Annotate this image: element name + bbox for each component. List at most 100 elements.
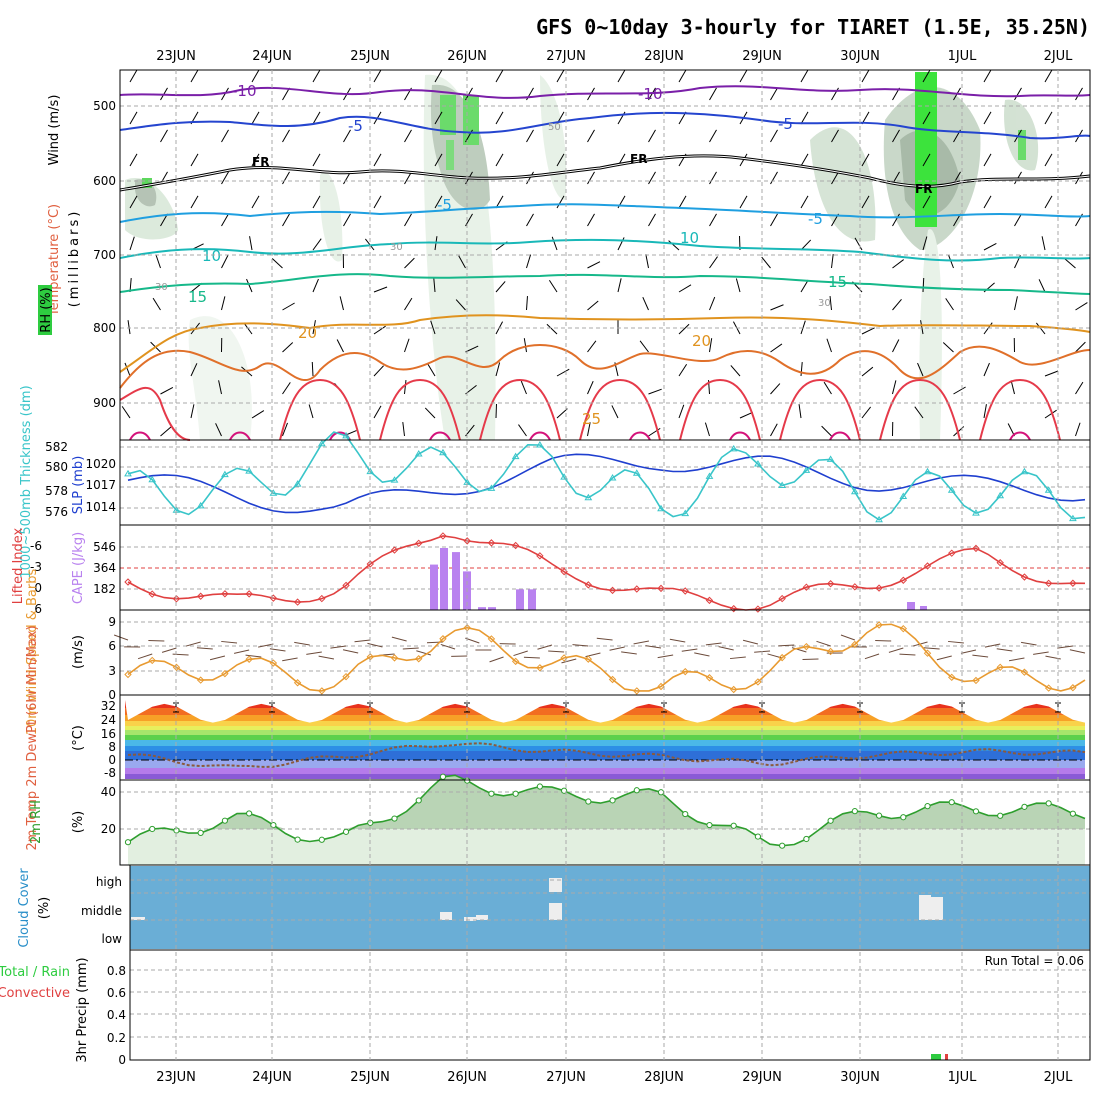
surface-wind-barb bbox=[354, 639, 371, 643]
thickness-point bbox=[705, 472, 714, 479]
wind-barb bbox=[221, 171, 229, 185]
wind-speed-point bbox=[875, 621, 883, 629]
wind-barb bbox=[221, 296, 226, 311]
y-tick: 576 bbox=[45, 505, 68, 519]
cloud-patches bbox=[131, 878, 943, 921]
surface-wind-barb bbox=[548, 650, 565, 653]
wind-barb bbox=[1044, 195, 1053, 209]
surface-wind-barb bbox=[1008, 657, 1025, 662]
wind-barb bbox=[922, 195, 931, 209]
wind-barb bbox=[829, 296, 832, 311]
thickness-point bbox=[342, 431, 350, 439]
rh2m-point bbox=[948, 799, 955, 806]
rh2m-point bbox=[536, 783, 543, 790]
lifted-index-point bbox=[124, 578, 132, 586]
wind-barb bbox=[402, 422, 405, 437]
date-label: 1JUL bbox=[948, 49, 978, 64]
rh2m-series bbox=[124, 773, 1086, 849]
wind-barb bbox=[945, 298, 954, 311]
surface-wind-barb bbox=[875, 639, 892, 642]
date-label: 24JUN bbox=[252, 1070, 292, 1085]
surface-wind-barb bbox=[269, 648, 286, 652]
y-tick: 800 bbox=[93, 321, 116, 335]
surface-wind-barb bbox=[633, 640, 649, 645]
surface-wind-barb bbox=[221, 640, 238, 644]
wind-barb bbox=[800, 279, 809, 293]
contour-label: FR bbox=[252, 155, 269, 169]
surface-wind-barb bbox=[209, 655, 226, 661]
rh2m-point bbox=[827, 817, 834, 824]
date-label: 26JUN bbox=[447, 49, 487, 64]
rh2m-point bbox=[1045, 800, 1052, 807]
cape-bar bbox=[478, 607, 486, 610]
cape-bar bbox=[920, 606, 927, 610]
lifted-index-point bbox=[221, 590, 229, 598]
wind-barb bbox=[1044, 409, 1057, 419]
cloud-level-label: middle bbox=[81, 904, 122, 918]
wind-barb bbox=[430, 320, 436, 335]
temp2m-axis-label: 2m Temp 2m DewPt (6hr Min/Max) bbox=[25, 625, 40, 850]
surface-wind-barb bbox=[960, 649, 977, 654]
wind-barb bbox=[404, 129, 412, 143]
thickness-point bbox=[196, 501, 205, 509]
surface-wind-barb bbox=[899, 653, 916, 656]
wind-barb bbox=[495, 111, 504, 125]
wind-barb bbox=[282, 171, 290, 185]
wind-barb bbox=[922, 236, 928, 251]
wind-barb bbox=[983, 153, 992, 167]
thickness-point bbox=[439, 448, 447, 456]
wind-barb bbox=[917, 362, 924, 377]
cloud-background bbox=[130, 866, 1090, 949]
y-tick: 546 bbox=[93, 540, 116, 554]
rh2m-point bbox=[1069, 810, 1076, 817]
wind-barb bbox=[617, 237, 625, 251]
wind-speed-series bbox=[124, 621, 1086, 695]
rh2m-point bbox=[197, 829, 204, 836]
thickness-point bbox=[754, 460, 762, 467]
wind-speed-point bbox=[439, 635, 447, 643]
wind-barb bbox=[831, 254, 834, 269]
surface-wind-barb bbox=[318, 655, 335, 660]
wind-barb bbox=[251, 153, 260, 167]
wind-barb bbox=[155, 254, 161, 269]
slp-axis-label: SLP (mb) bbox=[71, 456, 86, 515]
wind-barb bbox=[221, 255, 229, 269]
wind-barb bbox=[922, 111, 931, 125]
wind-barb bbox=[1044, 111, 1053, 125]
dewpoint-series bbox=[127, 742, 1086, 768]
wind-barb bbox=[914, 406, 924, 419]
wind-barb bbox=[587, 300, 599, 311]
surface-wind-barb bbox=[705, 642, 722, 646]
surface-wind-barb bbox=[113, 634, 129, 641]
y-tick: 8 bbox=[108, 740, 116, 754]
contour-label: 25 bbox=[582, 410, 601, 428]
cape-bar bbox=[440, 548, 448, 610]
wind10-axis-label: 10m Wind Speed & Barbs bbox=[25, 569, 40, 736]
wind-barb bbox=[251, 111, 260, 125]
wind-barb bbox=[495, 153, 504, 167]
wind-speed-point bbox=[899, 624, 907, 633]
wind-barb bbox=[526, 254, 532, 269]
surface-wind-barb bbox=[137, 653, 153, 660]
rh2m-point bbox=[124, 839, 132, 846]
wind-barb bbox=[800, 111, 809, 125]
wind-barb bbox=[373, 325, 386, 335]
wind-barb bbox=[190, 195, 199, 209]
y-tick: 6 bbox=[34, 602, 42, 616]
rh2m-point bbox=[682, 810, 689, 818]
wind-speed-point bbox=[148, 656, 156, 665]
date-label: 24JUN bbox=[252, 49, 292, 64]
wind-barb bbox=[983, 69, 992, 83]
y-tick: 1014 bbox=[85, 500, 116, 514]
thickness-point bbox=[1020, 467, 1029, 475]
lifted-index-axis-label: Lifted Index bbox=[11, 527, 26, 604]
rh2m-point bbox=[391, 815, 398, 822]
wind-speed-point bbox=[608, 675, 617, 684]
temp2m-unit: (°C) bbox=[71, 725, 86, 751]
thickness-point bbox=[972, 509, 980, 516]
wind-speed-point bbox=[390, 654, 399, 662]
wind-speed-point bbox=[826, 647, 835, 656]
y-tick: 6 bbox=[108, 639, 116, 653]
wind-barb bbox=[739, 69, 748, 83]
wind-barb bbox=[523, 338, 527, 353]
